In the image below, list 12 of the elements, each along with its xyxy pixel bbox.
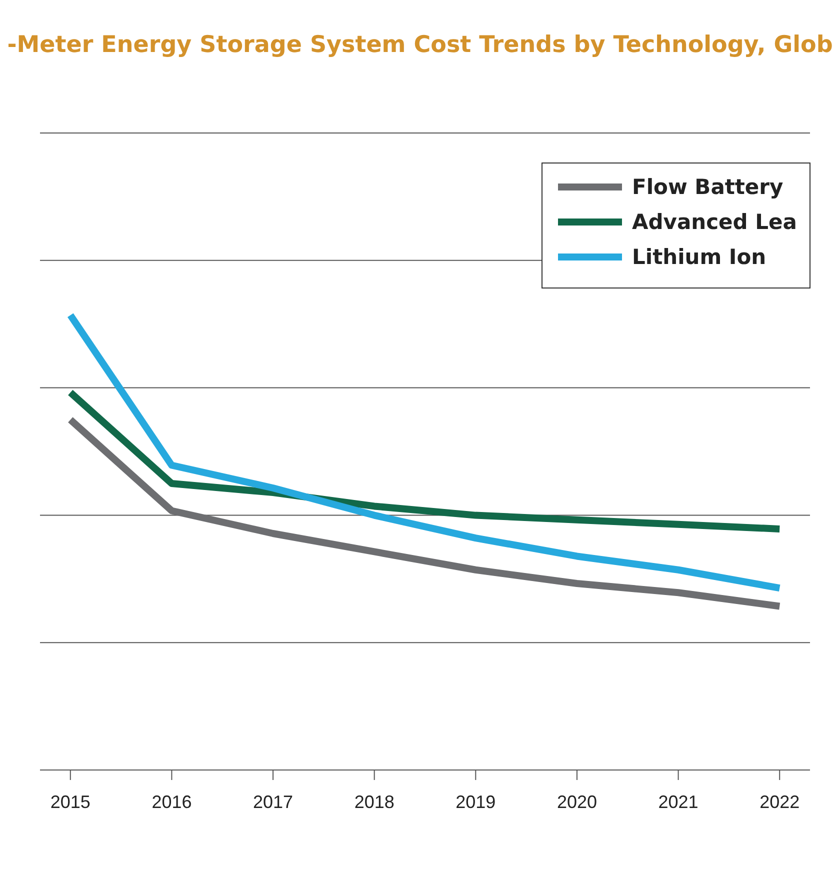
x-tick-label: 2019: [456, 792, 496, 812]
x-tick-label: 2022: [760, 792, 800, 812]
x-tick-label: 2016: [152, 792, 192, 812]
legend-label: Flow Battery: [632, 175, 784, 199]
x-tick-label: 2021: [658, 792, 698, 812]
x-tick-label: 2018: [354, 792, 394, 812]
legend-label: Advanced Lea: [632, 210, 797, 234]
x-tick-label: 2015: [50, 792, 90, 812]
x-tick-label: 2020: [556, 792, 597, 812]
x-tick-label: 2017: [253, 792, 294, 812]
legend-label: Lithium Ion: [632, 245, 766, 269]
chart-title: -Meter Energy Storage System Cost Trends by Technology, Glob: [7, 32, 833, 58]
